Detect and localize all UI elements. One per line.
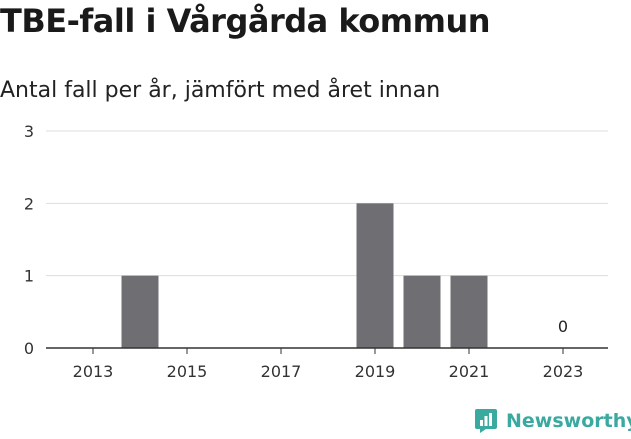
chart-subtitle: Antal fall per år, jämfört med året inna… — [0, 78, 441, 103]
newsworthy-brand: Newsworthy — [474, 408, 631, 434]
y-tick-label: 3 — [24, 122, 34, 141]
y-tick-label: 2 — [24, 194, 34, 213]
bar — [121, 275, 159, 348]
data-label: 0 — [558, 317, 568, 336]
x-tick-label: 2023 — [543, 362, 584, 381]
brand-name: Newsworthy — [506, 410, 631, 432]
x-tick-label: 2019 — [355, 362, 396, 381]
x-tick-label: 2021 — [449, 362, 490, 381]
chart-title: TBE-fall i Vårgårda kommun — [0, 2, 491, 40]
newsworthy-logo-icon — [475, 409, 497, 433]
bar — [403, 275, 441, 348]
bar — [356, 203, 394, 348]
bar — [450, 275, 488, 348]
x-tick-label: 2013 — [73, 362, 114, 381]
y-tick-label: 0 — [24, 339, 34, 358]
y-tick-label: 1 — [24, 267, 34, 286]
x-tick-label: 2015 — [167, 362, 208, 381]
x-tick-label: 2017 — [261, 362, 302, 381]
